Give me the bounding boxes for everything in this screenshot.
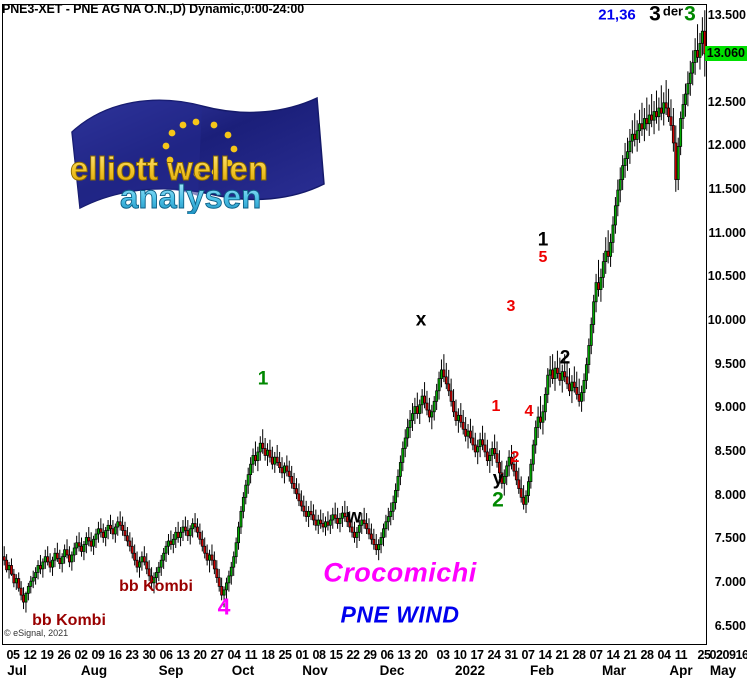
date-tick-day: 31 bbox=[504, 648, 518, 662]
date-tick-day: 22 bbox=[346, 648, 360, 662]
candlestick-plot[interactable] bbox=[3, 5, 706, 644]
annotation-3-3: 3 bbox=[684, 2, 696, 26]
date-tick-day: 15 bbox=[329, 648, 343, 662]
date-tick-day: 28 bbox=[572, 648, 586, 662]
copyright-text: © eSignal, 2021 bbox=[4, 628, 69, 638]
date-tick-day: 09 bbox=[722, 648, 736, 662]
date-tick-day: 04 bbox=[227, 648, 241, 662]
date-tick-day: 07 bbox=[589, 648, 603, 662]
date-tick-day: 25 bbox=[278, 648, 292, 662]
date-tick-day: 06 bbox=[159, 648, 173, 662]
date-tick-day: 19 bbox=[40, 648, 54, 662]
date-tick-day: 13 bbox=[397, 648, 411, 662]
date-tick-month: Feb bbox=[529, 663, 555, 678]
date-tick-day: 16 bbox=[735, 648, 747, 662]
date-tick-day: 27 bbox=[210, 648, 224, 662]
annotation-y-12: y bbox=[492, 468, 504, 490]
date-tick-month: Sep bbox=[158, 663, 184, 678]
date-tick-day: 25 bbox=[697, 648, 711, 662]
date-tick-month: Apr bbox=[669, 663, 693, 678]
price-tick-label: 13.500 bbox=[707, 7, 746, 22]
date-tick-day: 07 bbox=[521, 648, 535, 662]
date-tick-day: 20 bbox=[414, 648, 428, 662]
brand-title: Crocomichi bbox=[323, 557, 477, 588]
candlestick-series bbox=[3, 10, 706, 613]
date-tick-day: 03 bbox=[436, 648, 450, 662]
price-tick-label: 11.000 bbox=[708, 225, 746, 240]
price-tick-label: 8.500 bbox=[714, 444, 746, 458]
price-tick-label: 7.000 bbox=[714, 574, 746, 589]
annotation-4-18: 4 bbox=[217, 593, 231, 620]
price-tick-label: 11.500 bbox=[708, 182, 746, 197]
date-tick-month: Jul bbox=[7, 663, 27, 678]
date-tick-day: 08 bbox=[312, 648, 326, 662]
date-tick-month: Aug bbox=[80, 663, 108, 678]
date-tick-day: 09 bbox=[91, 648, 105, 662]
date-tick-day: 28 bbox=[640, 648, 654, 662]
annotation-1-14: 1 bbox=[257, 368, 269, 390]
price-tick-label: 7.500 bbox=[714, 531, 746, 546]
date-tick-day: 10 bbox=[453, 648, 467, 662]
annotation-21-36-0: 21,36 bbox=[598, 6, 636, 24]
annotation-1-9: 1 bbox=[491, 398, 501, 415]
annotation-der-2: der bbox=[662, 3, 684, 19]
annotation-4-10: 4 bbox=[524, 403, 534, 420]
price-tick-label: 10.000 bbox=[707, 313, 746, 327]
date-tick-day: 14 bbox=[538, 648, 552, 662]
date-tick-day: 21 bbox=[555, 648, 569, 662]
date-tick-day: 29 bbox=[363, 648, 377, 662]
date-tick-day: 05 bbox=[6, 648, 20, 662]
date-tick-day: 24 bbox=[487, 648, 501, 662]
annotation-2-11: 2 bbox=[510, 449, 520, 466]
date-tick-day: 11 bbox=[244, 648, 258, 662]
annotation-1-4: 1 bbox=[537, 229, 549, 251]
date-tick-month: Mar bbox=[601, 663, 627, 678]
date-tick-day: 06 bbox=[380, 648, 394, 662]
date-tick-day: 30 bbox=[142, 648, 156, 662]
annotation-bb-kombi-17: bb Kombi bbox=[32, 612, 106, 629]
date-tick-day: 16 bbox=[108, 648, 122, 662]
chart-title: PNE3-XET - PNE AG NA O.N.,D) Dynamic,0:0… bbox=[2, 2, 305, 16]
price-tick-label: 10.500 bbox=[707, 269, 746, 284]
price-tick-label: 8.000 bbox=[714, 487, 746, 502]
date-tick-month: 2022 bbox=[454, 663, 486, 678]
price-tick-label: 12.000 bbox=[707, 138, 746, 153]
date-tick-day: 23 bbox=[125, 648, 139, 662]
date-tick-month: Oct bbox=[231, 663, 255, 678]
price-axis[interactable]: 13.500 12.500 12.000 11.500 11.000 10.500 10.0… bbox=[704, 0, 747, 648]
date-tick-day: 01 bbox=[295, 648, 309, 662]
brand-subtitle: PNE WIND bbox=[340, 601, 460, 628]
date-tick-day: 11 bbox=[674, 648, 688, 662]
annotation-5-5: 5 bbox=[538, 249, 548, 266]
price-tick-label: 9.000 bbox=[714, 400, 746, 415]
annotation-2-13: 2 bbox=[492, 488, 504, 512]
price-tick-label: 12.500 bbox=[707, 94, 746, 109]
date-tick-day: 02 bbox=[74, 648, 88, 662]
annotation-3-1: 3 bbox=[649, 2, 661, 26]
annotation-w-15: w bbox=[346, 506, 362, 528]
date-tick-day: 02 bbox=[709, 648, 723, 662]
date-tick-day: 18 bbox=[261, 648, 275, 662]
date-tick-day: 13 bbox=[176, 648, 190, 662]
price-tick-label: 6.500 bbox=[714, 618, 746, 633]
annotation-bb-kombi-16: bb Kombi bbox=[119, 578, 193, 595]
date-tick-day: 04 bbox=[657, 648, 671, 662]
date-axis[interactable]: 05 12 19 26 02 09 16 23 30 06 13 20 27 04 11 18 25 01 08 15… bbox=[0, 648, 747, 681]
date-tick-month: Dec bbox=[379, 663, 405, 678]
annotation-3-6: 3 bbox=[506, 298, 516, 315]
date-tick-month: Nov bbox=[302, 663, 328, 678]
plot-frame bbox=[2, 4, 707, 645]
date-tick-day: 20 bbox=[193, 648, 207, 662]
date-tick-month: May bbox=[709, 663, 737, 678]
current-price-tag: 13.060 bbox=[704, 45, 747, 61]
date-tick-day: 26 bbox=[57, 648, 71, 662]
price-tick-label: 9.500 bbox=[714, 356, 746, 371]
annotation-x-8: x bbox=[415, 309, 427, 331]
date-tick-day: 12 bbox=[23, 648, 37, 662]
date-tick-day: 17 bbox=[470, 648, 484, 662]
annotation-2-7: 2 bbox=[559, 347, 571, 369]
date-tick-day: 21 bbox=[623, 648, 637, 662]
date-tick-day: 14 bbox=[606, 648, 620, 662]
